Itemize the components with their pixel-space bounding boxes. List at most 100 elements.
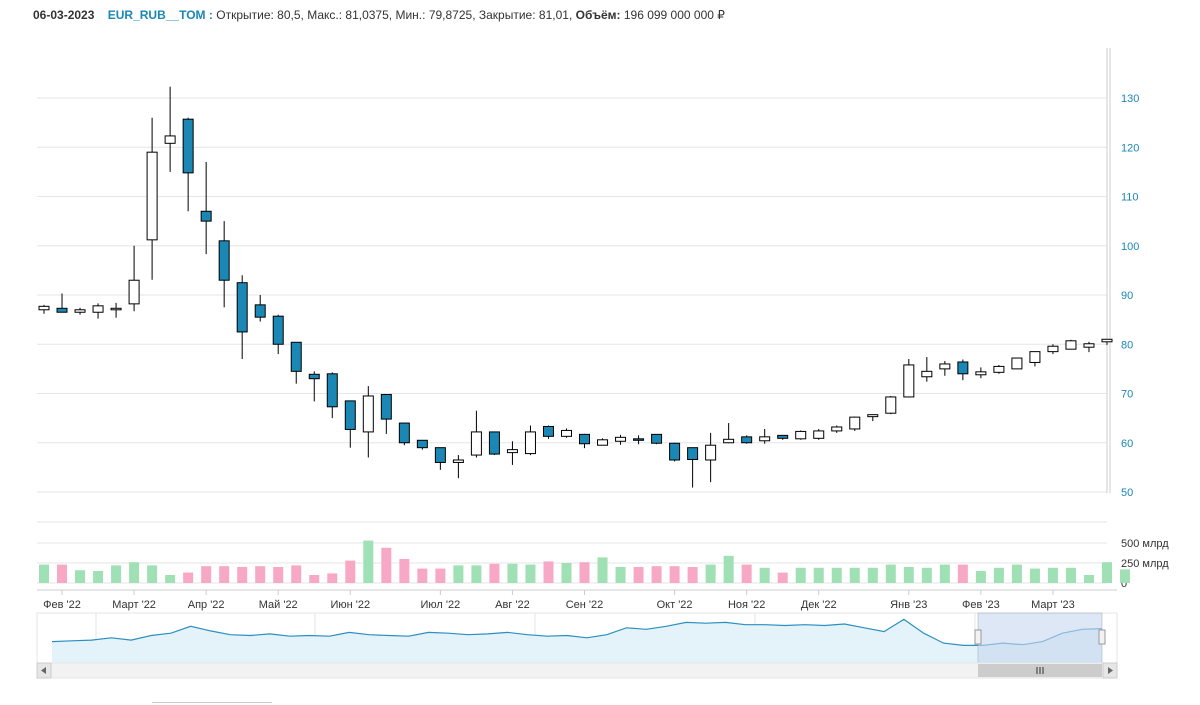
scrollbar-grip-icon bbox=[1036, 667, 1044, 674]
low-label: Мин.: bbox=[395, 8, 426, 22]
volume-bar bbox=[435, 568, 446, 583]
candle-body bbox=[560, 429, 572, 437]
x-tick-label: Июн '22 bbox=[330, 599, 370, 611]
volume-bar bbox=[381, 547, 392, 583]
volume-bar bbox=[651, 566, 662, 583]
candle bbox=[1065, 339, 1077, 350]
volume-bar bbox=[849, 567, 860, 583]
candle bbox=[326, 372, 338, 419]
candle bbox=[723, 423, 735, 444]
ticker-colon: : bbox=[205, 8, 213, 22]
candle-body bbox=[416, 439, 428, 449]
candle-body bbox=[110, 307, 122, 311]
volume-bar bbox=[273, 567, 284, 583]
ticker-symbol[interactable]: EUR_RUB__TOM bbox=[107, 8, 206, 22]
close-value: 81,01 bbox=[538, 8, 569, 22]
x-tick-label: Март '23 bbox=[1031, 599, 1075, 611]
candle-body bbox=[975, 371, 987, 376]
x-tick-label: Дек '22 bbox=[801, 599, 837, 611]
price-gridlines bbox=[37, 97, 1107, 493]
candle bbox=[1101, 338, 1113, 345]
candle bbox=[1029, 351, 1041, 367]
navigator-selection[interactable] bbox=[977, 612, 1103, 664]
volume-bar bbox=[1047, 567, 1058, 583]
candle-body bbox=[308, 373, 320, 380]
volume-bar bbox=[633, 567, 644, 583]
volume-bar bbox=[921, 567, 932, 583]
navigator-handle-right[interactable] bbox=[1098, 629, 1106, 645]
candle-body bbox=[705, 444, 717, 461]
volume-bar bbox=[291, 565, 302, 583]
volume-bar bbox=[219, 566, 230, 583]
close-label: Закрытие: bbox=[478, 8, 536, 22]
candle-body bbox=[597, 439, 609, 446]
candle-body bbox=[506, 449, 518, 454]
candle bbox=[795, 430, 807, 440]
volume-bar bbox=[1029, 568, 1040, 583]
navigator[interactable]: 20142016201820202022 bbox=[36, 612, 1118, 664]
price-tick-label: 90 bbox=[1121, 290, 1133, 302]
volume-bar bbox=[39, 564, 49, 583]
volume-bar bbox=[885, 564, 896, 583]
candle bbox=[398, 422, 410, 446]
volume-value: 196 099 000 000 ₽ bbox=[623, 8, 725, 22]
candle bbox=[236, 275, 248, 360]
volume-bar bbox=[1083, 575, 1094, 583]
candle bbox=[164, 86, 176, 172]
candle-body bbox=[759, 436, 771, 442]
candle bbox=[128, 245, 140, 312]
candle-body bbox=[470, 431, 482, 456]
price-axis-ticks: 50 60 70 80 90 100 110 120 130 bbox=[1121, 93, 1139, 499]
volume-bar bbox=[165, 575, 176, 583]
candle-body bbox=[867, 414, 879, 418]
volume-bar bbox=[597, 557, 608, 583]
candle bbox=[506, 441, 518, 465]
candle bbox=[560, 428, 572, 438]
candle-body bbox=[290, 341, 302, 372]
volume-bar bbox=[489, 563, 500, 583]
candle bbox=[74, 307, 86, 315]
candle bbox=[939, 360, 951, 376]
candle bbox=[813, 428, 825, 440]
candle-body bbox=[795, 430, 807, 440]
x-tick-label: Авг '22 bbox=[495, 599, 530, 611]
price-tick-label: 130 bbox=[1121, 93, 1139, 105]
volume-bar bbox=[309, 575, 320, 583]
volume-bar bbox=[129, 562, 140, 583]
volume-bar bbox=[975, 571, 986, 583]
candle-body bbox=[615, 436, 627, 442]
volume-bar bbox=[345, 560, 356, 583]
candle-body bbox=[1101, 338, 1113, 343]
candle-body bbox=[1029, 351, 1041, 363]
scrollbar-track[interactable] bbox=[36, 662, 1118, 679]
price-tick-label: 70 bbox=[1121, 389, 1133, 401]
candle bbox=[254, 295, 266, 322]
candle-body bbox=[1011, 357, 1023, 370]
volume-bar bbox=[543, 561, 554, 583]
volume-bar bbox=[957, 564, 968, 583]
candle bbox=[308, 371, 320, 402]
volume-bar bbox=[471, 565, 482, 583]
volume-bar bbox=[183, 572, 194, 583]
candle-body bbox=[849, 416, 861, 430]
candle-body bbox=[488, 431, 500, 455]
candle-body bbox=[128, 279, 140, 305]
candle-body bbox=[669, 442, 681, 461]
x-tick-label: Март '22 bbox=[112, 599, 156, 611]
volume-bar bbox=[1120, 569, 1131, 583]
candle-body bbox=[957, 361, 969, 375]
candle bbox=[146, 117, 158, 280]
candle bbox=[272, 314, 284, 355]
volume-bar bbox=[867, 567, 878, 583]
volume-bar bbox=[705, 564, 716, 583]
high-label: Макс.: bbox=[307, 8, 343, 22]
candle bbox=[885, 395, 897, 415]
candle bbox=[290, 341, 302, 384]
candle bbox=[741, 435, 753, 444]
navigator-handle-left[interactable] bbox=[974, 629, 982, 645]
volume-bar bbox=[525, 564, 536, 583]
candle-body bbox=[218, 240, 230, 281]
candle bbox=[56, 293, 68, 313]
scrollbar[interactable] bbox=[36, 662, 1118, 679]
